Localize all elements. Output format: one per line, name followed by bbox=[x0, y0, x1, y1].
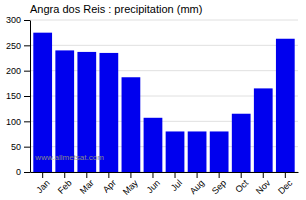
bar bbox=[276, 39, 295, 172]
x-tick: Nov bbox=[254, 172, 273, 196]
y-tick-label: 250 bbox=[6, 41, 21, 51]
bar bbox=[232, 114, 251, 172]
x-tick-label: Apr bbox=[101, 178, 118, 195]
y-tick-label: 150 bbox=[6, 91, 21, 101]
y-tick-mark bbox=[24, 172, 30, 173]
x-tick: Aug bbox=[188, 172, 206, 196]
x-axis-line bbox=[31, 172, 299, 173]
y-tick-mark bbox=[24, 121, 30, 122]
x-tick-mark bbox=[219, 172, 220, 178]
x-tick-mark bbox=[86, 172, 87, 178]
annotation: www.allmetsat.com bbox=[34, 153, 104, 162]
x-tick-mark bbox=[130, 172, 131, 178]
bar bbox=[210, 131, 229, 172]
x-tick-label: Mar bbox=[78, 178, 96, 196]
x-tick: Jan bbox=[34, 172, 51, 195]
x-tick-mark bbox=[285, 172, 286, 178]
grid bbox=[30, 20, 298, 172]
x-tick-label: Jun bbox=[145, 178, 162, 195]
y-tick: 150 bbox=[6, 91, 30, 101]
y-tick-label: 0 bbox=[16, 167, 21, 177]
bar bbox=[122, 77, 141, 172]
x-tick-mark bbox=[197, 172, 198, 178]
x-tick-mark bbox=[108, 172, 109, 178]
y-tick-mark bbox=[24, 71, 30, 72]
x-tick-mark bbox=[241, 172, 242, 178]
x-axis: Jan FebMar AprMay Jun Jul AugSep OctNovDec bbox=[31, 172, 299, 197]
x-tick-label: May bbox=[121, 177, 140, 196]
y-tick-mark bbox=[24, 96, 30, 97]
y-tick: 200 bbox=[6, 66, 30, 76]
x-tick-mark bbox=[152, 172, 153, 178]
y-tick-mark bbox=[24, 20, 30, 21]
y-tick-label: 100 bbox=[6, 117, 21, 127]
bar bbox=[188, 131, 207, 172]
bars bbox=[33, 33, 294, 172]
x-tick-mark bbox=[64, 172, 65, 178]
bar bbox=[144, 118, 163, 172]
y-tick: 0 bbox=[16, 167, 30, 177]
x-tick: Sep bbox=[210, 172, 228, 196]
bar bbox=[166, 131, 185, 172]
x-tick-label: Jan bbox=[34, 178, 51, 195]
y-tick-label: 200 bbox=[6, 66, 21, 76]
y-axis-line bbox=[30, 21, 31, 173]
x-tick: May bbox=[121, 172, 140, 197]
bar bbox=[254, 88, 273, 172]
x-tick-label: Dec bbox=[276, 177, 295, 196]
plot: 0 50 100 150 200 250 300 Jan FebMar AprMay Jun Jul A… bbox=[6, 15, 299, 197]
x-tick: Mar bbox=[78, 172, 96, 196]
y-tick-label: 50 bbox=[11, 142, 21, 152]
chart: 0 50 100 150 200 250 300 Jan FebMar AprMay Jun Jul A… bbox=[0, 0, 306, 200]
bar bbox=[33, 33, 52, 172]
y-tick-mark bbox=[24, 147, 30, 148]
y-tick: 50 bbox=[11, 142, 30, 152]
x-tick-label: Oct bbox=[233, 177, 250, 194]
x-tick: Feb bbox=[56, 172, 74, 196]
x-tick-label: Sep bbox=[210, 178, 228, 196]
y-tick: 250 bbox=[6, 41, 30, 51]
x-tick: Jul bbox=[169, 172, 184, 193]
x-tick: Apr bbox=[101, 172, 118, 195]
y-tick: 300 bbox=[6, 15, 30, 25]
y-axis: 0 50 100 150 200 250 300 bbox=[6, 15, 31, 177]
grid-line bbox=[30, 45, 298, 46]
y-tick-label: 300 bbox=[6, 15, 21, 25]
x-tick-mark bbox=[42, 172, 43, 178]
y-tick-mark bbox=[24, 45, 30, 46]
x-tick-label: Aug bbox=[188, 178, 206, 196]
x-tick-mark bbox=[175, 172, 176, 178]
x-tick: Dec bbox=[276, 172, 295, 196]
title: Angra dos Reis : precipitation (mm) bbox=[30, 3, 202, 15]
x-tick-label: Nov bbox=[254, 177, 273, 196]
x-tick-label: Jul bbox=[169, 178, 184, 193]
x-tick-mark bbox=[263, 172, 264, 178]
grid-line bbox=[30, 20, 298, 21]
x-tick-label: Feb bbox=[56, 178, 74, 196]
x-tick: Jun bbox=[145, 172, 162, 195]
y-tick: 100 bbox=[6, 117, 30, 127]
x-tick: Oct bbox=[233, 172, 250, 195]
